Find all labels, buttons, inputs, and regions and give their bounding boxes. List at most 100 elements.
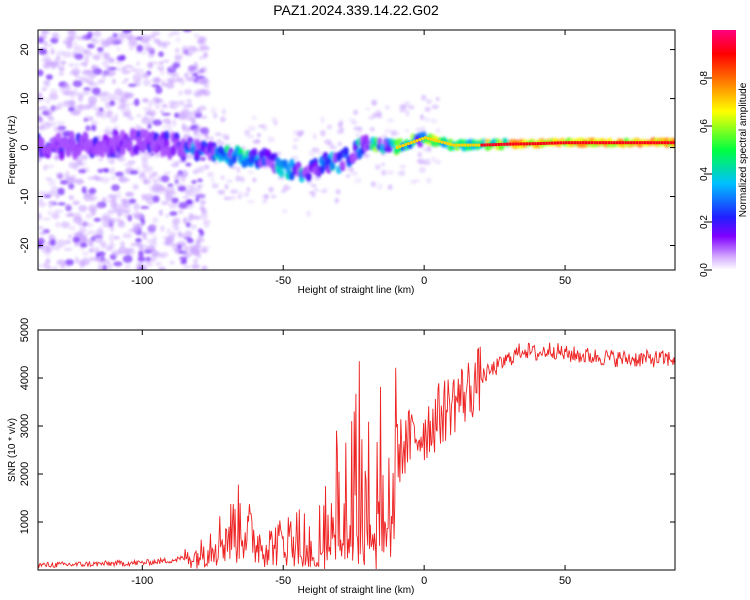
noise-blob xyxy=(434,159,442,165)
noise-blob xyxy=(373,113,379,117)
noise-blob xyxy=(368,116,376,120)
noise-blob xyxy=(197,183,205,188)
noise-blob xyxy=(121,209,131,213)
noise-blob xyxy=(183,253,192,258)
noise-blob xyxy=(151,84,160,88)
noise-blob xyxy=(97,264,103,270)
noise-blob xyxy=(203,164,210,170)
noise-blob xyxy=(96,203,104,209)
ridge-core-cell xyxy=(474,143,478,147)
noise-blob xyxy=(165,186,175,194)
noise-blob xyxy=(209,136,214,141)
noise-blob xyxy=(77,94,84,102)
noise-blob xyxy=(79,76,89,83)
noise-blob xyxy=(38,69,44,77)
noise-blob xyxy=(51,266,58,270)
noise-blob xyxy=(85,213,93,219)
noise-blob xyxy=(90,197,96,202)
noise-blob xyxy=(185,230,192,238)
noise-blob xyxy=(147,50,155,59)
noise-blob xyxy=(91,87,101,95)
noise-blob xyxy=(97,168,104,173)
noise-blob xyxy=(148,99,153,108)
noise-blob xyxy=(413,179,421,183)
ridge-cell xyxy=(339,160,346,170)
ridge-core-cell xyxy=(607,141,610,145)
noise-blob xyxy=(351,171,358,176)
noise-blob xyxy=(431,156,436,163)
y-tick-label: 2000 xyxy=(19,462,31,486)
noise-blob xyxy=(56,172,64,179)
noise-blob xyxy=(182,265,191,269)
ridge-core-cell xyxy=(463,143,467,147)
noise-blob xyxy=(425,98,432,104)
ridge-core-cell xyxy=(660,141,664,145)
noise-blob xyxy=(47,190,57,196)
noise-blob xyxy=(163,171,172,176)
noise-blob xyxy=(92,175,99,180)
ridge-core-cell xyxy=(669,141,672,145)
ridge-core-cell xyxy=(427,137,430,140)
noise-blob xyxy=(43,194,52,198)
noise-blob xyxy=(169,211,178,216)
ridge-core-cell xyxy=(539,142,543,145)
noise-blob xyxy=(243,192,250,197)
ridge-core-cell xyxy=(548,141,551,145)
noise-blob xyxy=(198,80,208,85)
ridge-core-cell xyxy=(545,141,548,145)
noise-blob xyxy=(203,51,208,59)
noise-blob xyxy=(86,230,97,235)
noise-blob xyxy=(124,64,134,69)
noise-blob xyxy=(49,88,58,94)
noise-blob xyxy=(190,224,198,230)
noise-blob xyxy=(136,44,144,52)
noise-blob xyxy=(141,218,146,226)
ridge-core-cell xyxy=(401,144,405,148)
noise-blob xyxy=(223,143,232,147)
noise-blob xyxy=(42,262,48,269)
noise-blob xyxy=(106,262,113,270)
noise-blob xyxy=(336,129,344,135)
ridge-core-cell xyxy=(466,143,469,147)
noise-blob xyxy=(159,109,165,114)
noise-blob xyxy=(38,263,42,268)
noise-blob xyxy=(326,124,333,130)
ridge-core-cell xyxy=(553,141,557,145)
noise-blob xyxy=(374,164,381,171)
noise-blob xyxy=(80,242,88,248)
noise-blob xyxy=(138,244,147,250)
noise-blob xyxy=(166,228,172,236)
noise-blob xyxy=(133,202,140,211)
noise-blob xyxy=(88,204,98,213)
noise-blob xyxy=(127,249,136,256)
noise-blob xyxy=(60,60,67,66)
noise-blob xyxy=(49,238,57,247)
noise-blob xyxy=(87,43,95,49)
noise-blob xyxy=(198,133,206,137)
ridge-core-cell xyxy=(421,137,424,141)
noise-blob xyxy=(419,114,425,121)
ridge-core-cell xyxy=(418,138,422,142)
noise-blob xyxy=(100,215,110,222)
ridge-core-cell xyxy=(627,141,630,145)
noise-blob xyxy=(108,241,115,250)
noise-blob xyxy=(172,62,181,69)
ridge-core-cell xyxy=(593,141,596,145)
noise-blob xyxy=(94,235,104,243)
ridge-core-cell xyxy=(396,146,399,150)
noise-blob xyxy=(101,72,108,77)
noise-blob xyxy=(57,187,65,196)
noise-blob xyxy=(193,258,199,264)
colorbar-tick-label: 0.8 xyxy=(699,71,710,85)
noise-blob xyxy=(320,189,328,194)
ridge-core-cell xyxy=(480,143,484,147)
noise-blob xyxy=(230,189,239,194)
noise-blob xyxy=(247,170,254,174)
noise-blob xyxy=(199,157,206,161)
noise-blob xyxy=(224,135,230,141)
noise-blob xyxy=(152,235,158,243)
noise-blob xyxy=(154,152,160,158)
noise-blob xyxy=(161,251,169,258)
